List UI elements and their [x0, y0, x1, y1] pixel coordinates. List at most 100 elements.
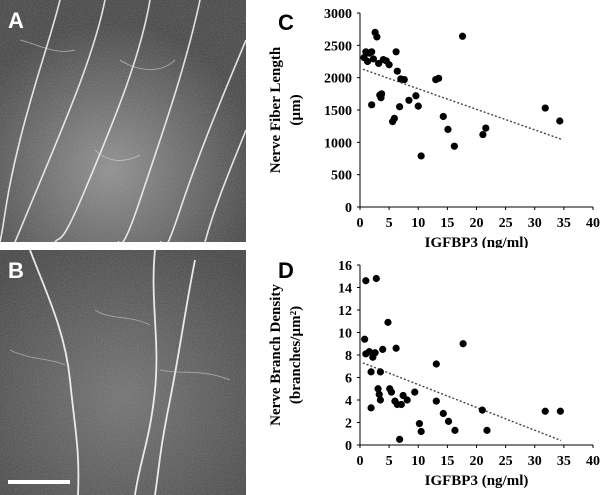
scale-bar	[8, 480, 70, 484]
trendline	[362, 362, 562, 442]
y-axis-title-line2: (µm)	[288, 94, 304, 125]
data-point	[556, 117, 564, 125]
data-point	[417, 152, 425, 160]
chart-d: 0 2 4 6 8 10 12 14 16 0 5 10 15 20 25 30 35 40 IGFBP3 (ng/…	[268, 259, 600, 489]
data-point	[368, 101, 376, 109]
x-tick-label: 30	[528, 216, 542, 231]
data-point	[483, 426, 491, 434]
data-point	[363, 57, 372, 66]
panel-label-b: B	[8, 258, 24, 283]
data-point	[369, 55, 377, 63]
y-tick-label: 2	[345, 417, 352, 432]
y-axis-title: Nerve Branch Density (branches/µm²)	[268, 284, 304, 426]
y-axis-title: Nerve Fiber Length (µm)	[268, 46, 304, 173]
data-point	[417, 427, 425, 436]
data-point	[368, 48, 376, 56]
data-point	[435, 74, 443, 82]
micrograph-a	[0, 0, 246, 242]
x-tick-label: 20	[470, 454, 484, 469]
data-point	[403, 396, 411, 404]
y-tick-label: 8	[345, 349, 352, 364]
x-tick-label: 0	[357, 216, 364, 231]
x-tick-label: 35	[557, 454, 571, 469]
data-point	[444, 125, 452, 133]
data-point	[412, 92, 420, 100]
data-point	[556, 407, 564, 415]
data-point	[450, 142, 458, 150]
x-tick-label: 10	[411, 216, 425, 231]
data-point	[432, 397, 440, 405]
y-tick-label: 1500	[324, 104, 352, 119]
y-axis-title-line2: (branches/µm²)	[288, 306, 304, 404]
data-point	[414, 102, 422, 110]
data-point	[379, 345, 387, 353]
trendline	[362, 68, 562, 140]
chart-c: 0 500 1000 1500 2000 2500 3000 0 5 10 15 20 25 30 35 40…	[268, 7, 600, 248]
x-axis-title: IGFBP3 (ng/ml)	[425, 235, 529, 248]
data-point	[361, 335, 369, 343]
data-point	[458, 32, 467, 40]
x-tick-label: 30	[528, 454, 542, 469]
data-point	[432, 360, 440, 368]
data-point	[392, 344, 400, 352]
data-point	[371, 349, 379, 357]
data-point	[482, 124, 490, 132]
y-tick-label: 4	[345, 394, 352, 409]
x-tick-label: 10	[411, 454, 425, 469]
x-tick-label: 5	[386, 216, 393, 231]
y-tick-label: 12	[338, 304, 352, 319]
y-tick-label: 0	[345, 439, 352, 454]
y-axis-title-line1: Nerve Branch Density	[268, 284, 284, 426]
data-point	[439, 409, 447, 418]
panel-label-c: C	[278, 10, 294, 35]
x-tick-label: 35	[557, 216, 571, 231]
data-point	[400, 76, 408, 84]
y-tick-label: 14	[338, 282, 352, 297]
data-point	[362, 277, 370, 285]
y-tick-label: 1000	[324, 136, 352, 151]
data-point	[367, 404, 375, 412]
data-point	[385, 61, 393, 69]
data-point	[393, 67, 401, 75]
data-point	[365, 348, 373, 356]
data-point	[439, 112, 447, 121]
data-point	[396, 435, 404, 443]
y-tick-label: 3000	[324, 7, 352, 22]
data-point	[541, 407, 549, 415]
x-tick-label: 15	[440, 216, 454, 231]
x-tick-label: 0	[357, 454, 364, 469]
y-tick-label: 6	[345, 372, 352, 387]
x-tick-label: 5	[386, 454, 393, 469]
data-point	[384, 318, 392, 326]
data-point	[374, 385, 382, 393]
data-point	[405, 96, 413, 104]
data-point	[478, 406, 486, 414]
data-point	[372, 274, 380, 283]
data-point	[376, 368, 384, 376]
data-point	[411, 388, 419, 396]
data-point	[387, 388, 396, 396]
y-axis-title-line1: Nerve Fiber Length	[268, 46, 284, 173]
data-point	[479, 130, 487, 139]
micrograph-b-image	[0, 250, 246, 495]
y-tick-label: 2000	[324, 72, 352, 87]
data-point	[397, 400, 405, 409]
data-point	[396, 103, 404, 111]
data-point	[451, 426, 459, 434]
x-tick-label: 15	[440, 454, 454, 469]
x-axis-title: IGFBP3 (ng/ml)	[425, 473, 529, 489]
x-tick-label: 40	[586, 454, 600, 469]
y-tick-label: 2500	[324, 39, 352, 54]
data-point	[444, 417, 453, 425]
data-point	[415, 420, 424, 428]
panel-label-a: A	[8, 8, 24, 33]
micrograph-b	[0, 250, 246, 495]
data-point	[376, 396, 384, 404]
x-tick-label: 25	[499, 216, 513, 231]
data-point	[390, 114, 398, 123]
micrograph-a-image	[0, 0, 246, 242]
x-tick-label: 20	[470, 216, 484, 231]
y-tick-label: 16	[338, 259, 352, 274]
panel-label-d: D	[278, 258, 294, 283]
y-tick-label: 10	[338, 327, 352, 342]
